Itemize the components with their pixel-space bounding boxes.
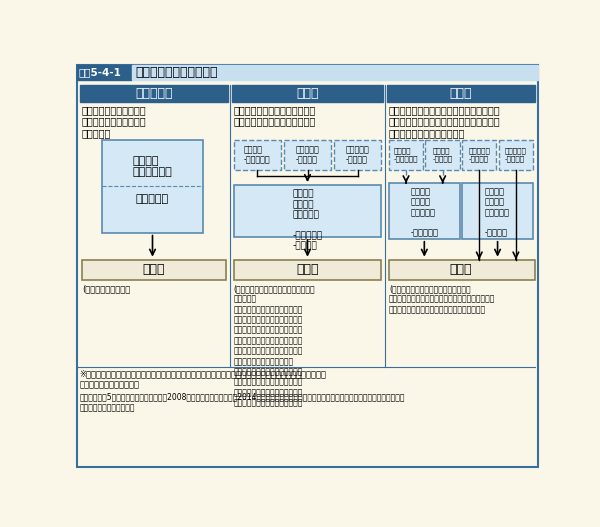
Text: 中央省庁等
-食品安全: 中央省庁等 -食品安全 bbox=[346, 145, 370, 164]
Text: 特定の中央省庁が消費者
政策の企画立案及び法執
行を担当。: 特定の中央省庁が消費者 政策の企画立案及び法執 行を担当。 bbox=[82, 105, 146, 138]
Text: 中央省庁
-消費者政策: 中央省庁 -消費者政策 bbox=[244, 145, 271, 164]
Bar bbox=[284, 140, 331, 170]
Text: 諸外国の消費者政策体制: 諸外国の消費者政策体制 bbox=[136, 66, 218, 79]
Text: 図表5-4-1: 図表5-4-1 bbox=[78, 67, 121, 77]
Text: （法執行）: （法執行） bbox=[136, 194, 169, 204]
Bar bbox=[389, 260, 535, 280]
Text: 中央省庁
もしくは
独立委員会

-消費者政策: 中央省庁 もしくは 独立委員会 -消費者政策 bbox=[410, 187, 439, 238]
Text: (注）アメリカ、イギリス、韓国、イタ
リアなど。
アメリカの連邦取引委員会では、
消費者保護（詐欺・欺まん的行為
等の取締り）や市場競争性の回復
（市場競争を阻: (注）アメリカ、イギリス、韓国、イタ リアなど。 アメリカの連邦取引委員会では、… bbox=[234, 284, 316, 407]
Bar bbox=[232, 85, 383, 102]
Bar bbox=[334, 140, 381, 170]
Bar bbox=[389, 183, 460, 239]
Text: 消費者政策を担当する中央省庁もしくは独
立委員会と、競争政策を担当する中央省庁
もしくは独立委員会が並存。: 消費者政策を担当する中央省庁もしくは独 立委員会と、競争政策を担当する中央省庁 … bbox=[389, 105, 500, 138]
Bar bbox=[77, 65, 133, 80]
Bar bbox=[425, 140, 460, 170]
Bar bbox=[234, 260, 381, 280]
Text: 中央省庁等
-製品安全: 中央省庁等 -製品安全 bbox=[296, 145, 319, 164]
Bar bbox=[389, 140, 423, 170]
Text: 北欧型: 北欧型 bbox=[450, 87, 472, 100]
Text: 中央省庁
-消費者政策: 中央省庁 -消費者政策 bbox=[394, 148, 418, 162]
Bar bbox=[234, 140, 281, 170]
Text: 事業者: 事業者 bbox=[296, 263, 319, 276]
Bar bbox=[462, 140, 496, 170]
Bar bbox=[82, 260, 226, 280]
Text: 中央省庁等
-食品安全: 中央省庁等 -食品安全 bbox=[505, 148, 527, 162]
Bar bbox=[133, 65, 538, 80]
Bar bbox=[102, 140, 203, 232]
Text: 事業者: 事業者 bbox=[450, 263, 472, 276]
Text: ※食品表示に係る政策は、消費者政策統括部署又は食品安全関係統括部署が担当する等、各国で多様な形態が
　あり、一概にいえない。: ※食品表示に係る政策は、消費者政策統括部署又は食品安全関係統括部署が担当する等、… bbox=[80, 370, 326, 389]
Bar bbox=[386, 85, 535, 102]
Text: (注）スウェーデン、ノルウェーなど。
スウェーデンでは、消費者政策を担当する法務省・
消費者庁が製品安全についても担当している。: (注）スウェーデン、ノルウェーなど。 スウェーデンでは、消費者政策を担当する法務… bbox=[389, 284, 495, 314]
Text: （備考）「第5回消費者行政推進会議」（2008年４月）の資料を基に、2014年４月〜５月に消費者庁にてウェブサイトの情報や各国担当者への確認
　を行い、取りまと: （備考）「第5回消費者行政推進会議」（2008年４月）の資料を基に、2014年４… bbox=[80, 393, 405, 412]
Bar bbox=[462, 183, 533, 239]
Text: 中央省庁
-競争政策: 中央省庁 -競争政策 bbox=[433, 148, 453, 162]
Bar bbox=[234, 185, 381, 237]
Text: 中央省庁
もしくは
独立委員会

-消費者政策
-競争政策: 中央省庁 もしくは 独立委員会 -消費者政策 -競争政策 bbox=[292, 190, 323, 250]
Text: (注）フランスなど。: (注）フランスなど。 bbox=[82, 284, 130, 293]
Text: 中央省庁
（企画立案）: 中央省庁 （企画立案） bbox=[133, 155, 172, 177]
Text: 事業者: 事業者 bbox=[143, 263, 166, 276]
Text: 中央省庁もしくは独立委員会が
消費者政策と競争政策を担当。: 中央省庁もしくは独立委員会が 消費者政策と競争政策を担当。 bbox=[234, 105, 316, 126]
Text: フランス型: フランス型 bbox=[136, 87, 173, 100]
Text: 英米型: 英米型 bbox=[296, 87, 319, 100]
Text: 中央省庁等
-製品安全: 中央省庁等 -製品安全 bbox=[469, 148, 490, 162]
Text: 中央省庁
もしくは
独立委員会

-競争政策: 中央省庁 もしくは 独立委員会 -競争政策 bbox=[485, 187, 510, 238]
Bar bbox=[499, 140, 533, 170]
Bar bbox=[80, 85, 229, 102]
